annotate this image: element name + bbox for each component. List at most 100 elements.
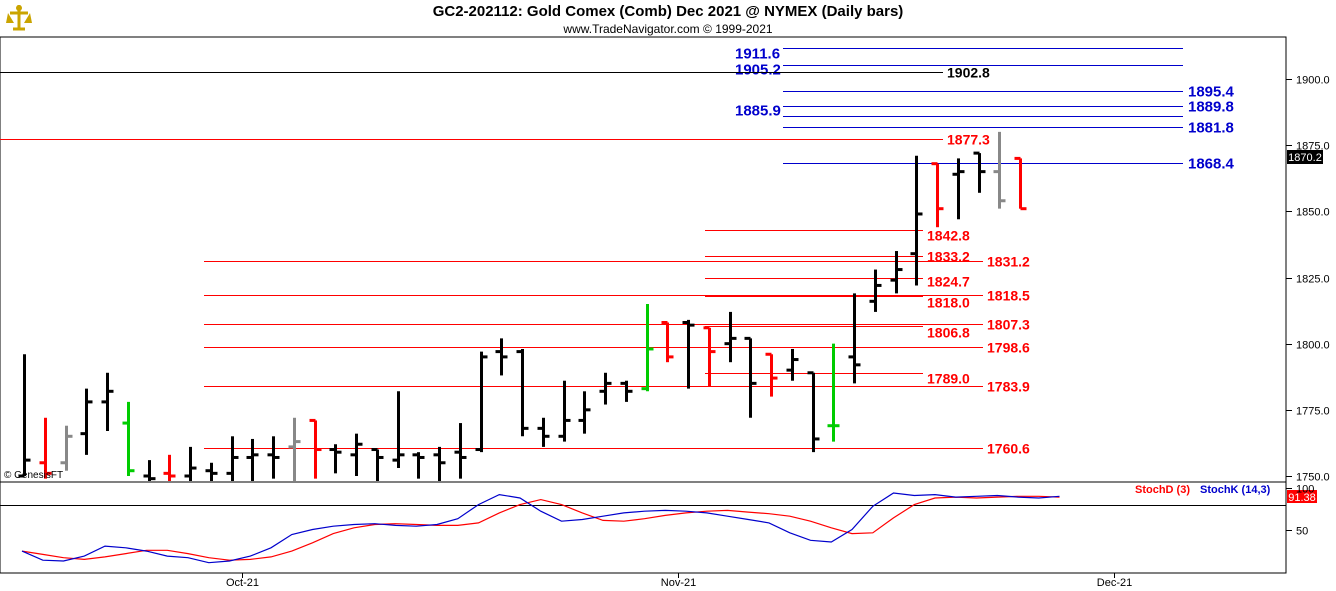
ohlc-bar-47 [993, 131, 1006, 209]
level-label-10: 1833.2 [927, 249, 970, 265]
level-label-8: 1868.4 [1188, 156, 1235, 173]
ohlc-bar-38 [807, 371, 820, 453]
ohlc-bar-21 [454, 423, 467, 479]
level-label-16: 1807.3 [987, 317, 1030, 333]
stoch-series-0 [21, 495, 1060, 561]
ohlc-bar-31 [661, 320, 674, 363]
level-label-3: 1895.4 [1188, 84, 1235, 101]
ohlc-bar-1 [39, 417, 52, 479]
last-stoch-value: 91.38 [1288, 492, 1316, 504]
ohlc-bar-15 [329, 444, 342, 474]
ohlc-bar-9 [205, 462, 218, 481]
level-label-5: 1885.9 [735, 103, 781, 120]
level-label-2: 1902.8 [947, 65, 990, 81]
level-label-20: 1760.6 [987, 441, 1030, 457]
ohlc-bar-36 [765, 352, 778, 397]
level-label-7: 1877.3 [947, 132, 990, 148]
ohlc-bar-7 [163, 454, 176, 481]
x-tick-label-2: Dec-21 [1097, 577, 1132, 589]
level-label-15: 1806.8 [927, 325, 970, 341]
price-y-axis: 1750.0 1775.0 1800.0 1825.0 1850.0 1875.0 1900… [1286, 75, 1330, 484]
ohlc-bar-17 [371, 448, 384, 481]
ohlc-bar-16 [350, 433, 363, 476]
y-tick-label-5: 1875.0 [1296, 141, 1330, 153]
level-label-14: 1818.5 [987, 288, 1030, 304]
level-label-4: 1889.8 [1188, 99, 1234, 116]
ohlc-bar-0 [18, 354, 31, 478]
stoch-y-tick-label-0: 50 [1296, 526, 1308, 538]
level-label-9: 1842.8 [927, 228, 970, 244]
x-axis: Oct-21 Nov-21 Dec-21 [226, 573, 1132, 589]
ohlc-bar-32 [682, 319, 695, 389]
ohlc-bar-4 [101, 372, 114, 432]
ohlc-bar-10 [226, 436, 239, 481]
ohlc-bar-44 [931, 162, 944, 228]
level-label-6: 1881.8 [1188, 120, 1234, 137]
y-tick-label-2: 1800.0 [1296, 340, 1330, 352]
ohlc-bar-12 [267, 436, 280, 479]
level-label-12: 1824.7 [927, 274, 970, 290]
ohlc-bar-26 [558, 380, 571, 442]
level-label-0: 1911.6 [735, 46, 780, 63]
last-price-badge: 1870.2 [1287, 150, 1323, 164]
y-tick-label-4: 1850.0 [1296, 207, 1330, 219]
last-price-value: 1870.2 [1288, 152, 1322, 164]
x-tick-label-1: Nov-21 [661, 577, 696, 589]
stoch-y-axis: 50 100 [1286, 484, 1314, 538]
ohlc-bar-24 [516, 348, 529, 437]
ohlc-bar-14 [309, 418, 322, 479]
level-label-11: 1831.2 [987, 254, 1030, 270]
stoch-legend: StochD (3) StochK (14,3) [1135, 484, 1271, 496]
ohlc-bar-25 [537, 417, 550, 447]
stoch-y-tick-label-1: 100 [1296, 484, 1314, 496]
ohlc-bar-40 [848, 293, 861, 384]
ohlc-bar-23 [495, 338, 508, 376]
ohlc-bar-20 [433, 446, 446, 481]
ohlc-bar-29 [620, 380, 633, 402]
y-tick-label-3: 1825.0 [1296, 274, 1330, 286]
price-panel-frame [0, 36, 1287, 483]
ohlc-bar-33 [703, 326, 716, 387]
last-stoch-badge: 91.38 [1287, 490, 1317, 504]
ohlc-bar-6 [143, 460, 156, 481]
y-tick-label-6: 1900.0 [1296, 75, 1330, 87]
ohlc-bar-45 [952, 158, 965, 220]
stoch-series-1 [21, 492, 1060, 564]
level-label-18: 1789.0 [927, 371, 970, 387]
y-tick-label-1: 1775.0 [1296, 406, 1330, 418]
level-label-17: 1798.6 [987, 340, 1030, 356]
level-label-1: 1905.2 [735, 62, 781, 79]
ohlc-bar-41 [869, 269, 882, 312]
chart-subtitle: www.TradeNavigator.com © 1999-2021 [563, 22, 773, 36]
ohlc-bar-2 [60, 425, 73, 471]
ohlc-bar-39 [827, 343, 840, 442]
level-label-13: 1818.0 [927, 295, 970, 311]
ohlc-bar-35 [744, 336, 757, 418]
stoch-legend-label-0: StochD (3) [1135, 484, 1190, 496]
ohlc-bar-34 [724, 311, 737, 363]
ohlc-bar-5 [122, 401, 135, 476]
ohlc-bar-22 [475, 351, 488, 453]
chart-title: GC2-202112: Gold Comex (Comb) Dec 2021 @… [432, 3, 904, 20]
price-bars [18, 131, 1027, 481]
ohlc-bar-11 [246, 438, 259, 481]
level-label-19: 1783.9 [987, 379, 1030, 395]
stoch-legend-label-1: StochK (14,3) [1200, 484, 1271, 496]
x-tick-label-0: Oct-21 [226, 577, 259, 589]
stochastic-panel [0, 492, 1286, 564]
ohlc-bar-27 [578, 391, 591, 434]
ohlc-bar-18 [392, 391, 405, 469]
ohlc-bar-43 [910, 155, 923, 286]
ohlc-bar-28 [599, 372, 612, 405]
ohlc-bar-42 [890, 251, 903, 294]
ohlc-bar-48 [1014, 156, 1027, 211]
ohlc-bar-13 [288, 417, 301, 481]
trade-navigator-logo-icon [4, 3, 34, 33]
ohlc-bar-30 [641, 303, 654, 392]
ohlc-bar-46 [973, 151, 986, 193]
y-tick-label-0: 1750.0 [1296, 472, 1330, 484]
ohlc-bar-8 [184, 446, 197, 481]
ohlc-bar-19 [412, 452, 425, 479]
